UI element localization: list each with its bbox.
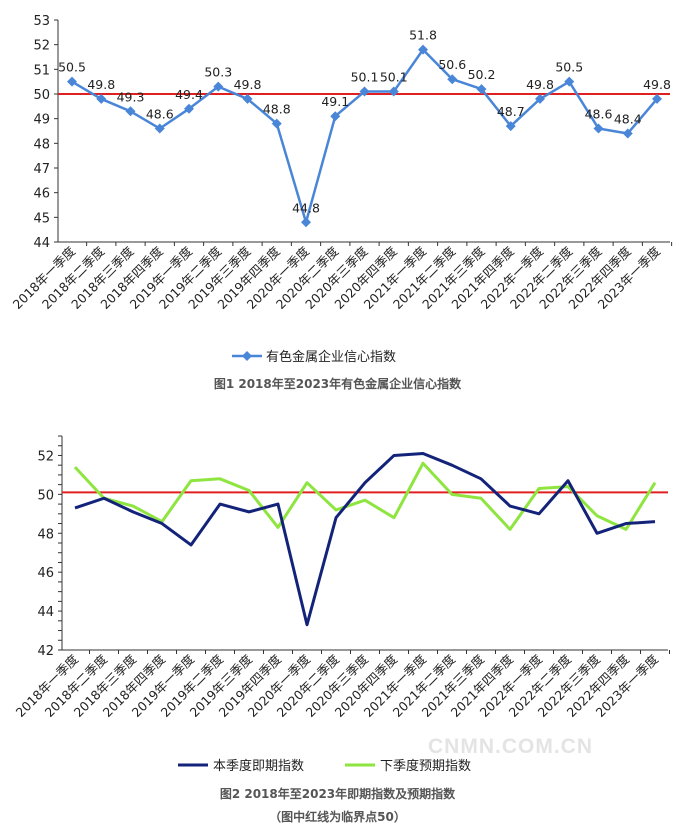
chart2-y-tick-label: 52	[37, 449, 54, 464]
chart1-data-point	[622, 128, 633, 139]
chart1-data-label: 50.6	[438, 57, 466, 72]
chart1-data-point	[564, 76, 575, 87]
chart1-data-label: 44.8	[292, 200, 320, 215]
chart1-data-label: 49.8	[87, 77, 115, 92]
chart2-y-tick-label: 48	[37, 527, 54, 542]
chart1-data-point	[535, 93, 545, 104]
chart2-y-tick-label: 50	[37, 488, 54, 503]
chart1-data-point	[652, 93, 662, 104]
chart1-data-label: 50.1	[380, 70, 408, 85]
chart1-data-label: 49.8	[234, 77, 262, 92]
chart1-data-label: 49.4	[175, 87, 203, 102]
chart1-data-label: 48.4	[614, 111, 642, 126]
chart1-data-label: 49.3	[117, 89, 145, 104]
chart1-data-point	[67, 76, 77, 87]
chart1-data-point	[213, 81, 224, 92]
chart1-data-point	[388, 86, 399, 97]
chart1-data-point	[447, 74, 458, 85]
chart1-data-point	[593, 123, 604, 134]
chart1-y-tick-label: 52	[33, 39, 50, 54]
chart1-data-label: 48.6	[585, 107, 613, 122]
chart1-data-label: 50.5	[58, 60, 86, 75]
chart1-y-tick-label: 50	[33, 88, 50, 103]
chart2-caption: 图2 2018年至2023年即期指数及预期指数	[219, 787, 456, 801]
chart1-data-point	[271, 118, 282, 129]
chart2-series-line	[73, 461, 657, 531]
chart1-y-tick-label: 51	[33, 63, 50, 78]
chart1-data-label: 50.2	[468, 67, 496, 82]
chart1-data-label: 50.5	[555, 60, 583, 75]
chart1-legend-label: 有色金属企业信心指数	[266, 349, 396, 365]
chart1-data-label: 49.1	[321, 94, 349, 109]
chart1-legend-marker	[242, 351, 252, 361]
chart1-data-point	[154, 123, 165, 134]
chart1-data-label: 48.8	[263, 102, 291, 117]
chart2-legend-label: 本季度即期指数	[213, 758, 304, 774]
chart1-y-tick-label: 44	[33, 236, 50, 251]
chart1-data-label: 48.7	[497, 104, 525, 119]
chart2-y-tick-label: 46	[37, 566, 54, 581]
chart1-data-point	[330, 111, 341, 122]
chart1-data-label: 49.8	[643, 77, 671, 92]
chart1-y-tick-label: 46	[33, 187, 50, 202]
chart1-data-point	[476, 84, 487, 95]
chart1-data-point	[242, 93, 253, 104]
chart2-series-line	[74, 452, 656, 627]
chart1-data-label: 50.1	[351, 70, 379, 85]
chart1-data-label: 48.6	[146, 107, 174, 122]
chart2-legend-label: 下季度预期指数	[380, 758, 471, 774]
watermark: CNMN.COM.CN	[428, 735, 593, 758]
chart1-data-point	[96, 93, 107, 104]
chart1-y-tick-label: 47	[33, 162, 50, 177]
chart2-y-tick-label: 44	[37, 605, 54, 620]
chart1-data-label: 49.8	[526, 77, 554, 92]
chart1-data-point	[505, 121, 516, 132]
chart1-caption: 图1 2018年至2023年有色金属企业信心指数	[213, 377, 462, 391]
chart1-y-tick-label: 53	[33, 14, 50, 29]
chart1-y-tick-label: 48	[33, 137, 50, 152]
chart1-data-point	[418, 44, 428, 55]
chart2-note: （图中红线为临界点50）	[269, 810, 406, 824]
chart1-y-tick-label: 45	[33, 211, 50, 226]
chart1-y-tick-label: 49	[33, 113, 50, 128]
chart2-y-tick-label: 42	[37, 644, 54, 659]
chart1-data-label: 51.8	[409, 28, 437, 43]
chart1-data-point	[184, 103, 194, 114]
chart1-data-label: 50.3	[204, 65, 232, 80]
chart1-data-point	[301, 217, 311, 228]
chart1-data-point	[125, 106, 136, 117]
chart1-data-point	[359, 86, 370, 97]
